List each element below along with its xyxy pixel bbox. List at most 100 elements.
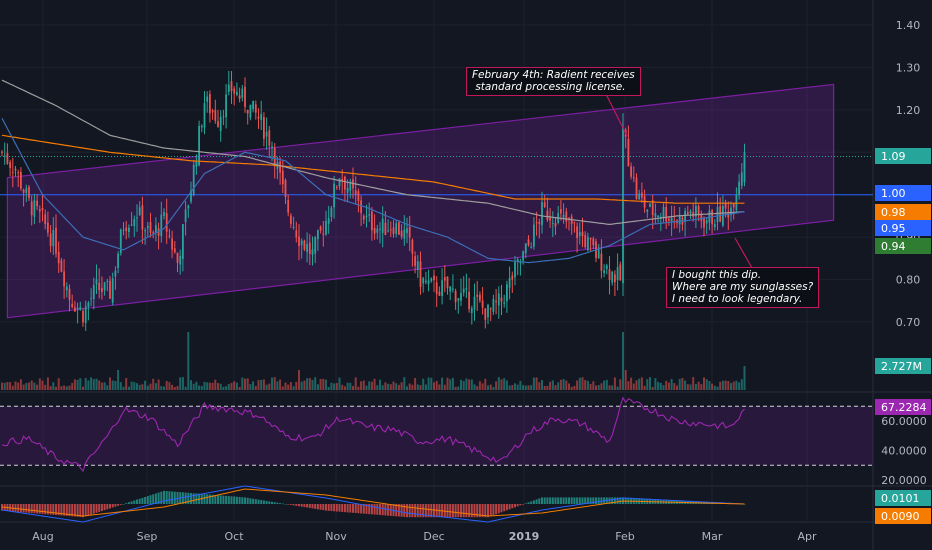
volume-bar	[173, 386, 176, 390]
volume-bar	[543, 385, 546, 390]
candle-body	[260, 113, 263, 121]
macd-histogram-bar	[532, 500, 535, 504]
macd-histogram-bar	[195, 493, 198, 504]
candle-body	[244, 86, 246, 107]
volume-bar	[125, 377, 128, 390]
volume-bar	[619, 379, 622, 390]
volume-bar	[17, 382, 20, 390]
volume-bar	[732, 381, 735, 390]
candle-body	[263, 117, 265, 139]
volume-bar	[611, 385, 614, 390]
candle-body	[435, 282, 438, 294]
volume-bar	[559, 379, 562, 390]
volume-bar	[55, 386, 57, 390]
volume-bar	[154, 383, 157, 390]
candle-body	[454, 290, 457, 303]
candle-body	[346, 187, 349, 193]
candle-body	[290, 215, 292, 224]
volume-bar	[489, 384, 492, 390]
candle-body	[384, 222, 387, 235]
volume-bar	[546, 385, 549, 390]
macd-histogram-bar	[136, 499, 138, 504]
candle-body	[114, 270, 117, 277]
macd-histogram-bar	[292, 504, 295, 506]
volume-bar	[684, 380, 687, 390]
volume-bar	[152, 378, 155, 390]
macd-histogram-bar	[379, 504, 381, 515]
macd-histogram-bar	[57, 504, 60, 516]
volume-bar	[238, 386, 241, 390]
volume-bar	[214, 379, 217, 390]
volume-bar	[665, 380, 668, 390]
macd-histogram-bar	[503, 504, 506, 512]
candle-body	[38, 209, 41, 212]
volume-bar	[694, 383, 697, 390]
volume-bar	[303, 380, 306, 390]
macd-histogram-bar	[508, 504, 511, 510]
price-tag: 0.95	[881, 222, 906, 235]
price-tick-label: 0.80	[896, 274, 921, 287]
volume-bar	[316, 384, 319, 390]
volume-bar	[133, 382, 136, 390]
candle-body	[322, 233, 325, 235]
macd-histogram-bar	[352, 504, 354, 513]
volume-bar	[676, 385, 678, 390]
macd-histogram-bar	[284, 504, 287, 505]
volume-bars	[1, 332, 746, 390]
candle-body	[686, 211, 689, 215]
macd-histogram-bar	[279, 503, 282, 504]
volume-bar	[527, 385, 530, 390]
volume-bar	[411, 384, 414, 390]
candle-body	[589, 237, 592, 240]
candle-body	[246, 109, 249, 114]
price-tag-bg	[875, 204, 931, 220]
volume-bar	[433, 382, 435, 390]
volume-bar	[84, 377, 87, 390]
time-tick-label: 2019	[509, 530, 540, 543]
candle-body	[41, 207, 44, 211]
volume-bar	[735, 380, 738, 390]
volume-bar	[22, 384, 25, 390]
volume-bar	[273, 377, 276, 390]
volume-bar	[524, 385, 527, 390]
candle-body	[638, 193, 641, 200]
macd-histogram-bar	[63, 504, 66, 516]
candle-body	[22, 189, 25, 193]
volume-bar	[627, 381, 630, 390]
macd-histogram-bar	[73, 504, 76, 517]
macd-histogram-bar	[314, 504, 317, 509]
macd-histogram-bar	[584, 497, 587, 504]
candle-body	[101, 288, 103, 293]
macd-histogram-bar	[206, 494, 209, 504]
volume-bar	[200, 385, 203, 390]
candle-body	[649, 204, 651, 207]
volume-bar	[19, 379, 22, 390]
macd-histogram-bar	[98, 504, 101, 512]
candle-body	[195, 161, 198, 167]
volume-bar	[595, 385, 597, 390]
volume-bar	[406, 386, 408, 390]
candle-body	[497, 293, 500, 306]
macd-histogram-bar	[306, 504, 309, 508]
macd-histogram-bar	[249, 498, 252, 504]
volume-bar	[646, 379, 649, 390]
candle-body	[327, 218, 330, 224]
macd-histogram-bar	[19, 504, 22, 513]
volume-bar	[716, 386, 719, 390]
candle-body	[441, 280, 443, 296]
candle-body	[500, 297, 503, 302]
volume-bar	[281, 386, 284, 390]
volume-bar	[700, 384, 703, 390]
candle-body	[238, 95, 241, 99]
candle-body	[90, 298, 92, 300]
volume-bar	[549, 381, 552, 390]
time-tick-label: Apr	[797, 530, 817, 543]
macd-histogram-bar	[144, 496, 147, 504]
candle-body	[379, 228, 381, 230]
macd-histogram-bar	[295, 504, 298, 506]
volume-bar	[643, 385, 646, 390]
macd-histogram-bar	[244, 497, 246, 504]
macd-histogram-bar	[225, 495, 228, 504]
candle-body	[406, 228, 408, 234]
